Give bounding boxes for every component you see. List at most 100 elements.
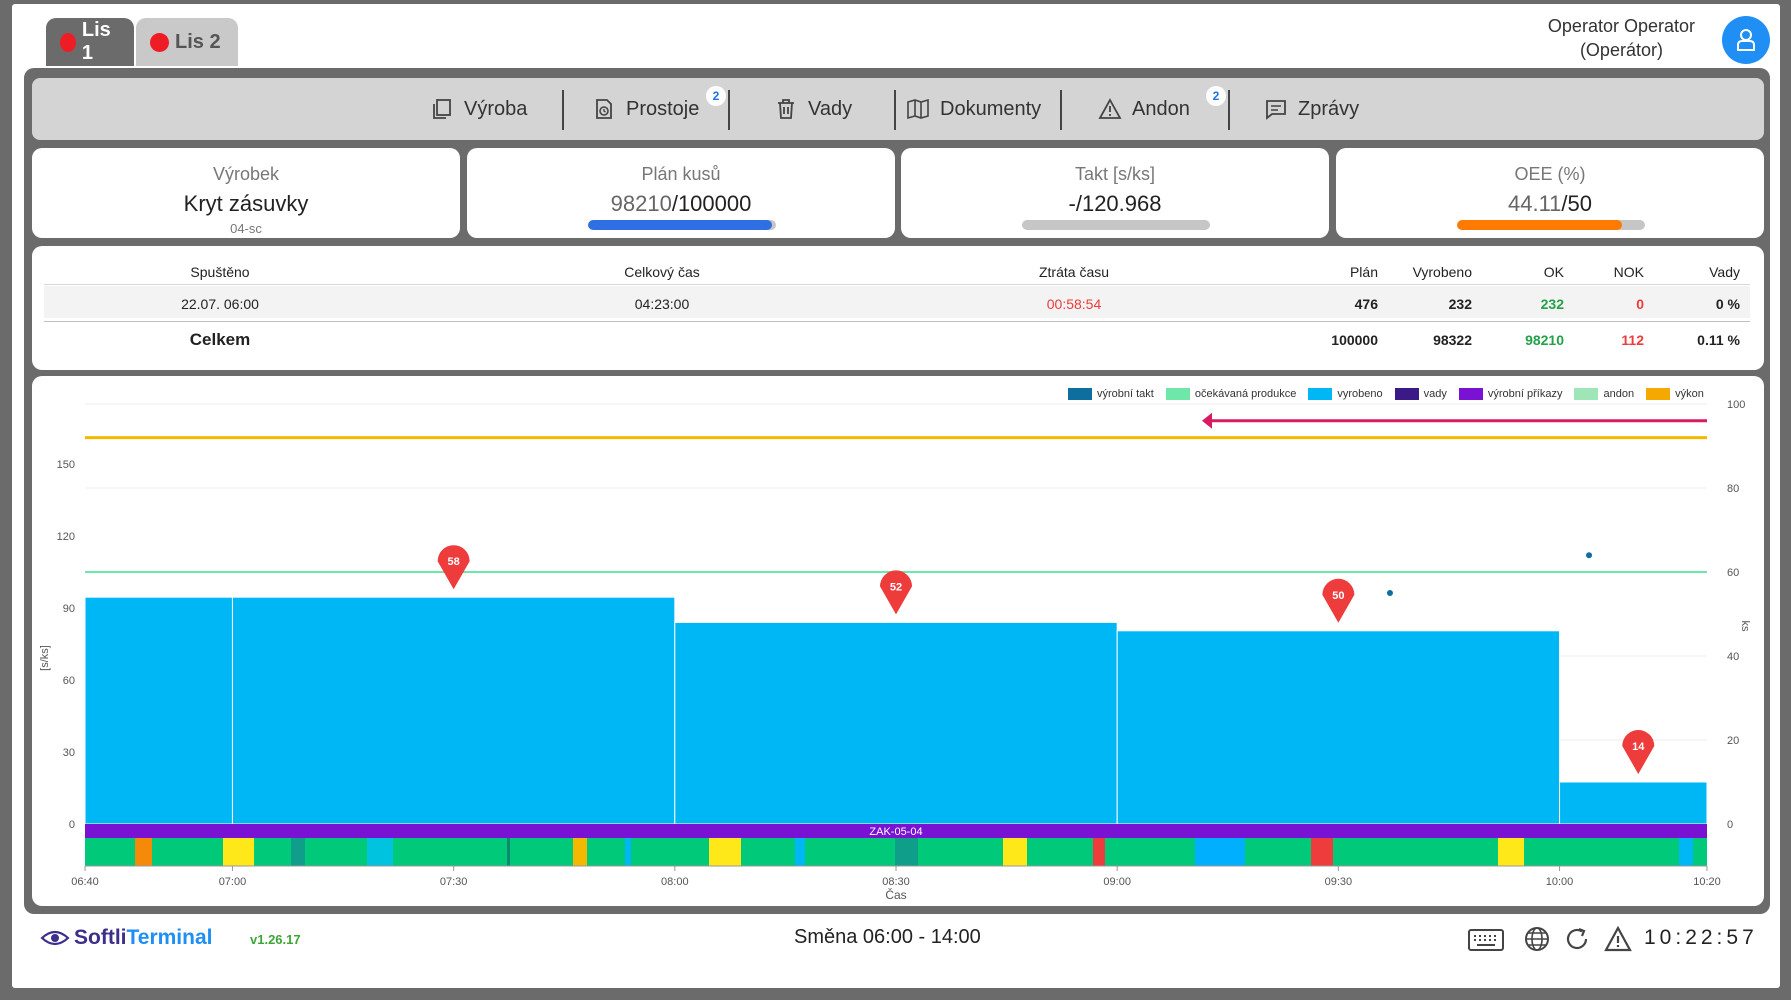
defect-marker: [1322, 578, 1355, 623]
clock-file-icon: [596, 99, 612, 119]
nav-separator: [894, 90, 896, 130]
defect-marker-label: 58: [448, 556, 460, 568]
y-left-axis-title: [s/ks]: [39, 645, 51, 671]
user-role: (Operátor): [1579, 40, 1663, 60]
nav-separator: [1228, 90, 1230, 130]
status-dot-icon: [150, 32, 169, 52]
cell-celkovy-cas: 04:23:00: [634, 296, 690, 312]
defect-marker-label: 14: [1632, 741, 1645, 753]
user-icon: [1737, 29, 1755, 51]
warning-icon[interactable]: [1604, 926, 1632, 952]
status-dot-icon: [60, 32, 76, 52]
production-chart: výrobní takt očekávaná produkce vyrobeno…: [32, 376, 1764, 906]
user-info: Operator Operator (Operátor): [1548, 14, 1695, 62]
y-right-tick-label: 0: [1727, 819, 1733, 831]
header-celkovy-cas: Celkový čas: [624, 264, 700, 280]
legend-item[interactable]: výkon: [1646, 388, 1704, 400]
andon-segment: [795, 838, 805, 866]
refresh-icon[interactable]: [1564, 926, 1590, 952]
andon-segment: [1693, 838, 1707, 866]
globe-icon[interactable]: [1524, 926, 1550, 952]
tab-lis-1[interactable]: Lis 1: [46, 18, 134, 66]
andon-segment: [587, 838, 625, 866]
x-tick-label: 07:30: [440, 876, 468, 888]
x-tick-label: 08:30: [882, 876, 910, 888]
nav-prostoje[interactable]: Prostoje: [592, 78, 699, 140]
product-code: 04-sc: [230, 221, 262, 236]
data-point: [1386, 590, 1393, 596]
andon-segment: [631, 838, 709, 866]
andon-segment: [573, 838, 587, 866]
prostoje-badge: 2: [706, 86, 726, 106]
nav-label: Vady: [808, 97, 853, 120]
legend-item[interactable]: očekávaná produkce: [1165, 388, 1296, 400]
andon-segment: [805, 838, 895, 866]
app-version: v1.26.17: [250, 932, 301, 947]
defect-marker-label: 50: [1332, 590, 1344, 602]
takt-value: -/120.968: [1068, 191, 1162, 216]
tab-lis-2[interactable]: Lis 2: [136, 18, 238, 66]
legend-item[interactable]: vyrobeno: [1308, 388, 1383, 400]
defect-marker: [437, 545, 470, 590]
plan-card: Plán kusů 98210/100000: [467, 148, 895, 238]
total-label: Celkem: [189, 330, 251, 349]
cell-nok: 0: [1636, 296, 1644, 312]
nav-vyroba[interactable]: Výroba: [430, 78, 527, 140]
navigation-bar: Výroba Prostoje 2 Vady Dokumenty Andon 2…: [32, 78, 1764, 140]
nav-dokumenty[interactable]: Dokumenty: [906, 78, 1041, 140]
andon-segment: [709, 838, 741, 866]
keyboard-icon[interactable]: [1468, 928, 1504, 952]
header-vyrobeno: Vyrobeno: [1412, 264, 1472, 280]
nav-vady[interactable]: Vady: [774, 78, 852, 140]
total-plan: 100000: [1331, 332, 1378, 348]
andon-segment: [895, 838, 918, 866]
x-tick-label: 10:20: [1693, 876, 1721, 888]
andon-segment: [1027, 838, 1093, 866]
chart-legend: výrobní takt očekávaná produkce vyrobeno…: [1068, 386, 1704, 402]
andon-segment: [510, 838, 573, 866]
nav-andon[interactable]: Andon: [1098, 78, 1190, 140]
takt-label: Takt [s/ks]: [1074, 164, 1155, 184]
footer: Softli Terminal v1.26.17 Směna 06:00 - 14…: [12, 914, 1780, 984]
copy-icon: [433, 99, 451, 119]
nav-separator: [1060, 90, 1062, 130]
andon-segment: [1333, 838, 1498, 866]
andon-segment: [1498, 838, 1524, 866]
andon-segment: [1311, 838, 1333, 866]
y-left-tick-label: 150: [57, 459, 75, 471]
legend-item[interactable]: výrobní takt: [1068, 388, 1154, 400]
legend-item[interactable]: výrobní příkazy: [1458, 388, 1562, 400]
andon-segment: [1105, 838, 1195, 866]
header-nok: NOK: [1613, 264, 1644, 280]
bar: [84, 596, 233, 825]
defect-marker: [880, 570, 912, 615]
andon-segment: [1195, 838, 1245, 866]
nav-zpravy[interactable]: Zprávy: [1264, 78, 1359, 140]
eye-icon: [40, 930, 70, 946]
x-tick-label: 07:00: [219, 876, 247, 888]
summary-table: Spuštěno Celkový čas Ztráta času Plán Vy…: [32, 246, 1764, 370]
andon-segment: [367, 838, 393, 866]
user-avatar-button[interactable]: [1722, 16, 1770, 64]
andon-segment: [305, 838, 367, 866]
trend-arrow-head: [1202, 412, 1212, 429]
y-left-tick-label: 30: [63, 747, 75, 759]
tab-label: Lis 2: [175, 30, 221, 53]
header-spusteno: Spuštěno: [190, 264, 250, 280]
takt-progress-bar: [1022, 220, 1210, 230]
shift-label: Směna 06:00 - 14:00: [794, 926, 981, 948]
warning-icon: [1098, 98, 1122, 119]
andon-segment: [291, 838, 305, 866]
total-vyrobeno: 98322: [1433, 332, 1472, 348]
legend-item[interactable]: andon: [1574, 388, 1634, 400]
product-label: Výrobek: [212, 164, 280, 184]
andon-segment: [152, 838, 223, 866]
legend-item[interactable]: vady: [1394, 388, 1447, 400]
plan-progress-bar: [588, 220, 776, 230]
total-nok: 112: [1621, 332, 1644, 348]
y-left-tick-label: 120: [57, 531, 75, 543]
brand-prefix: Softli: [74, 926, 127, 949]
andon-segment: [507, 838, 510, 866]
cell-ztrata-casu: 00:58:54: [1046, 296, 1102, 312]
header-ztrata-casu: Ztráta času: [1038, 264, 1110, 280]
